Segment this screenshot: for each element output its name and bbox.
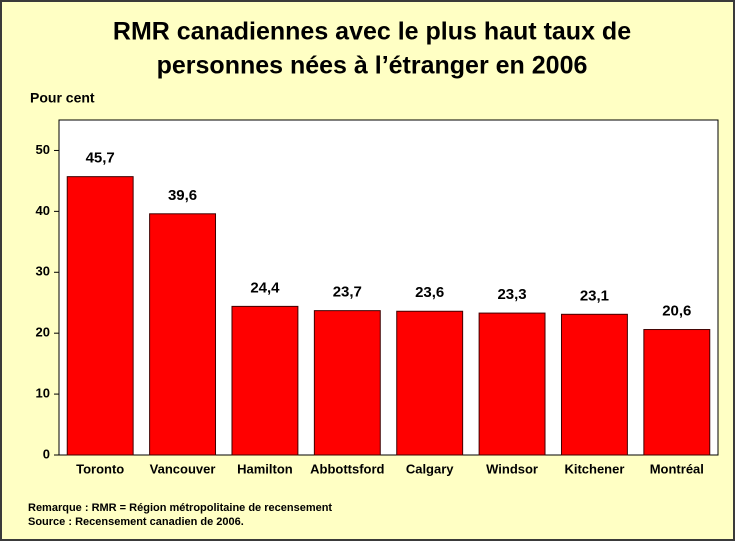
y-tick-label: 20 bbox=[36, 325, 50, 340]
bar bbox=[560, 313, 628, 456]
data-label: 45,7 bbox=[86, 150, 115, 167]
x-tick-label: Montréal bbox=[650, 461, 704, 476]
x-tick-label: Vancouver bbox=[150, 461, 216, 476]
data-label: 39,6 bbox=[168, 187, 197, 204]
y-tick-label: 40 bbox=[36, 203, 50, 218]
y-tick-label: 50 bbox=[36, 142, 50, 157]
bar bbox=[396, 310, 464, 456]
x-tick-label: Toronto bbox=[76, 461, 124, 476]
x-tick-label: Abbottsford bbox=[310, 461, 384, 476]
note: Source : Recensement canadien de 2006. bbox=[28, 516, 244, 528]
y-tick-label: 30 bbox=[36, 264, 50, 279]
bar bbox=[643, 329, 711, 456]
note: Remarque : RMR = Région métropolitaine d… bbox=[28, 502, 332, 514]
data-label: 24,4 bbox=[250, 279, 280, 296]
data-label: 23,7 bbox=[333, 284, 362, 301]
bar bbox=[313, 310, 381, 456]
data-label: 23,1 bbox=[580, 287, 609, 304]
bar bbox=[231, 305, 299, 456]
bar bbox=[478, 312, 546, 456]
x-tick-label: Hamilton bbox=[237, 461, 293, 476]
data-label: 20,6 bbox=[662, 302, 691, 319]
data-label: 23,6 bbox=[415, 284, 444, 301]
x-tick-label: Windsor bbox=[486, 461, 538, 476]
y-tick-label: 10 bbox=[36, 386, 50, 401]
y-axis-label: Pour cent bbox=[30, 90, 95, 106]
bar bbox=[149, 213, 217, 456]
chart-title: personnes nées à l’étranger en 2006 bbox=[157, 52, 588, 80]
data-label: 23,3 bbox=[497, 286, 526, 303]
x-tick-label: Kitchener bbox=[564, 461, 624, 476]
bar bbox=[66, 176, 134, 456]
chart-title: RMR canadiennes avec le plus haut taux d… bbox=[113, 18, 631, 46]
y-tick-label: 0 bbox=[43, 446, 50, 461]
x-tick-label: Calgary bbox=[406, 461, 454, 476]
